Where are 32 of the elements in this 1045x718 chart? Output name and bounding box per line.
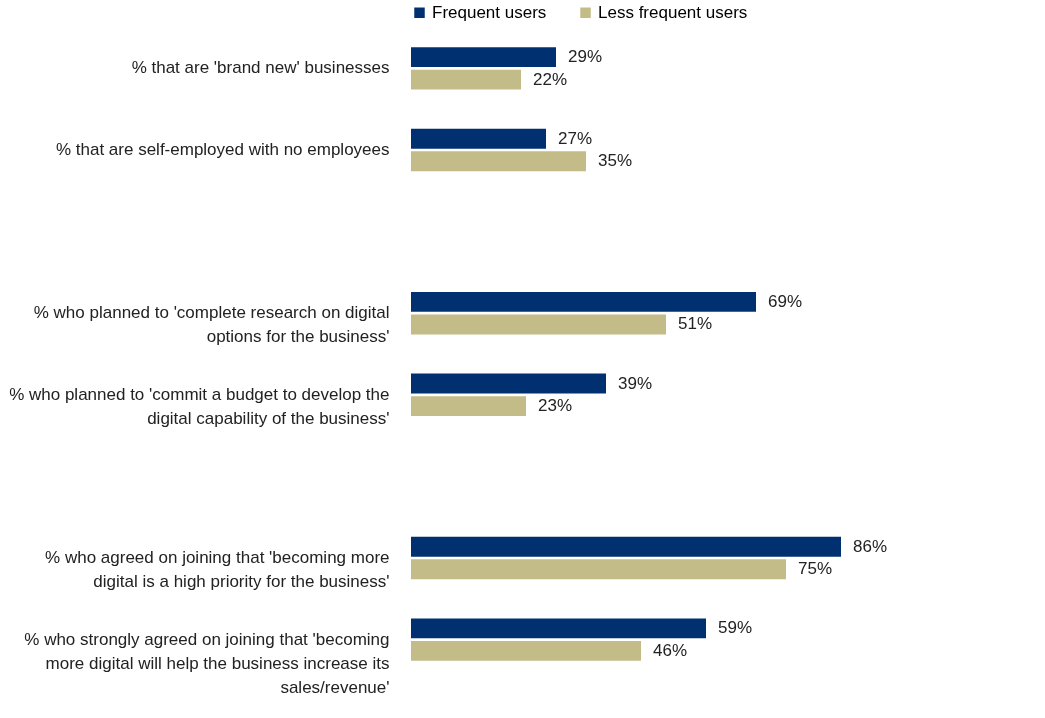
data-label: 69%: [768, 291, 803, 311]
data-label: 27%: [558, 128, 593, 148]
y-tick-label: % who planned to 'complete research on digital options for the business': [33, 303, 390, 347]
bar: [411, 151, 586, 172]
bar: [411, 559, 786, 580]
data-label: 22%: [533, 69, 568, 89]
bar: [411, 314, 666, 335]
bar: [411, 536, 841, 557]
data-label: 39%: [618, 373, 653, 393]
y-tick-label: % who agreed on joining that 'becoming more digital is a high priority for the business': [45, 548, 390, 592]
data-label: 75%: [798, 559, 833, 579]
bar: [411, 128, 546, 149]
bar: [411, 396, 526, 417]
data-label: 46%: [653, 640, 688, 660]
data-label: 86%: [853, 536, 888, 556]
data-label: 29%: [568, 47, 603, 67]
data-label: 23%: [538, 396, 573, 416]
bar: [411, 69, 521, 90]
bar: [411, 640, 641, 661]
data-label: 51%: [678, 314, 713, 334]
bar: [411, 291, 756, 312]
y-tick-label: % that are self-employed with no employees: [55, 139, 390, 159]
legend-label: Less frequent users: [598, 2, 748, 22]
bar: [411, 373, 606, 394]
data-label: 35%: [598, 151, 633, 171]
bar: [411, 47, 556, 68]
data-label: 59%: [718, 618, 753, 638]
legend-label: Frequent users: [432, 2, 547, 22]
y-tick-label: % who planned to 'commit a budget to develop the digital capability of the business': [9, 384, 390, 428]
y-tick-label: % that are 'brand new' businesses: [131, 58, 390, 78]
bar: [411, 618, 706, 639]
y-tick-label: % who strongly agreed on joining that 'becoming more digital will help the business increase its sales/revenue': [24, 629, 390, 697]
